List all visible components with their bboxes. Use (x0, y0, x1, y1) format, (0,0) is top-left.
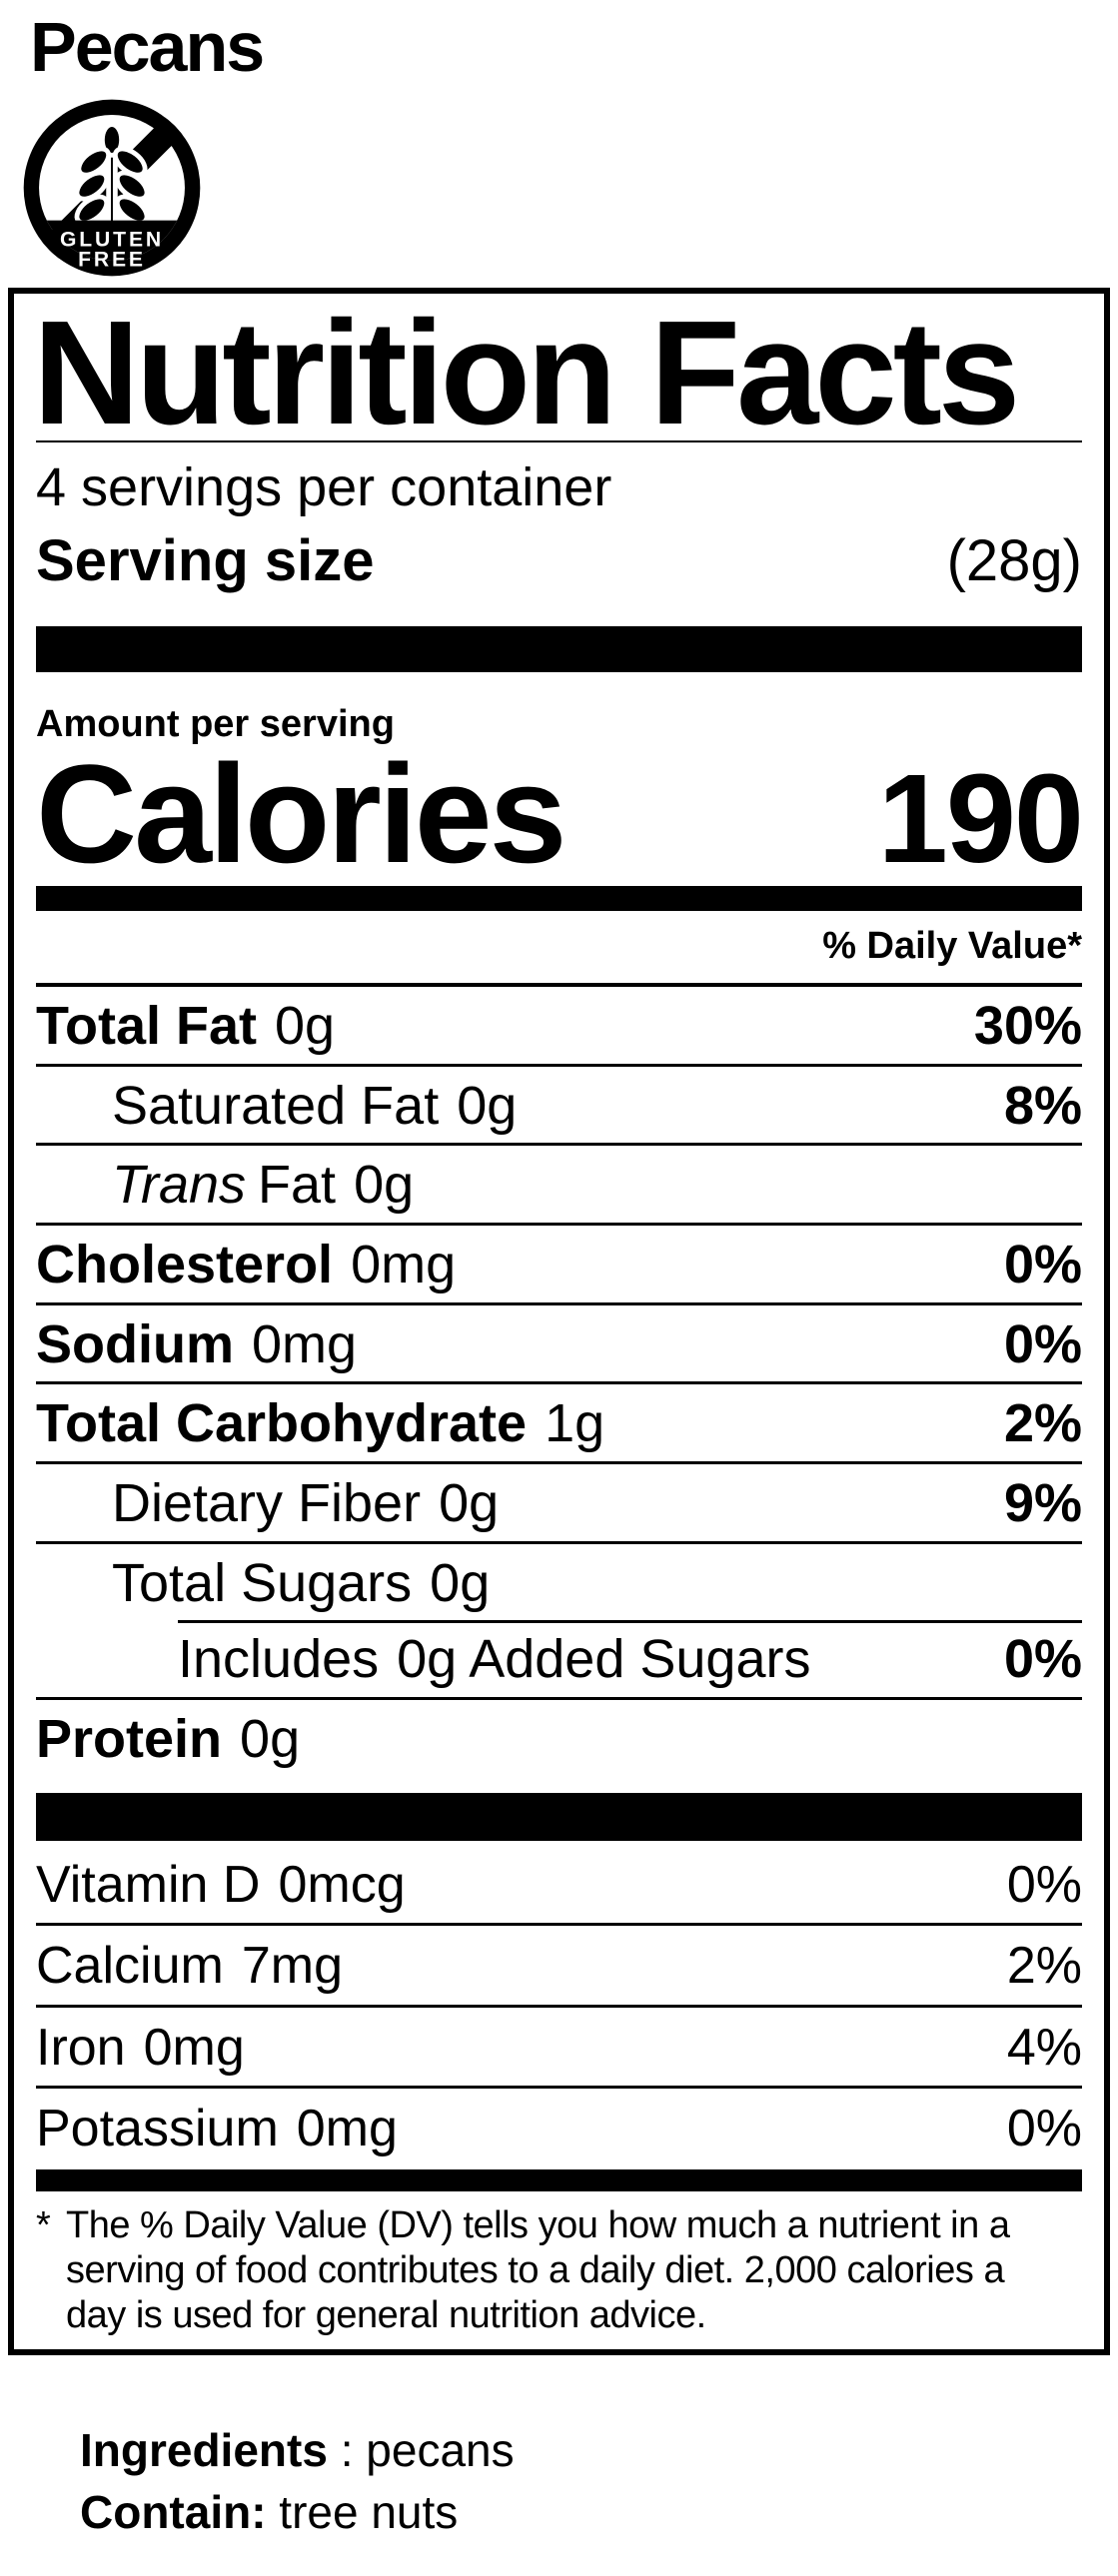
nutrient-row-total-sugars: Total Sugars 0g (36, 1544, 1082, 1621)
divider-thick (36, 626, 1082, 673)
nutrient-name: Total Carbohydrate (36, 1393, 528, 1454)
nutrient-dv: 2% (1006, 1937, 1082, 1996)
nutrient-amount: 0mg (252, 1313, 358, 1374)
contains-value: tree nuts (279, 2486, 459, 2539)
nutrient-dv: 0% (1003, 1234, 1082, 1294)
nutrition-facts-title: Nutrition Facts (33, 298, 1020, 431)
nutrient-amount: 0g (354, 1155, 415, 1216)
nutrient-dv: 4% (1006, 2018, 1082, 2077)
micronutrient-row-potassium: Potassium 0mg 0% (36, 2089, 1082, 2167)
nutrient-name-italic: Trans (112, 1155, 247, 1216)
contains-line: Contain: tree nuts (80, 2481, 1118, 2543)
nutrient-dv: 0% (1006, 2100, 1082, 2158)
nutrient-name: Potassium (36, 2100, 279, 2158)
ingredients-separator: : (327, 2424, 367, 2476)
footnote-text: The % Daily Value (DV) tells you how muc… (66, 2204, 1010, 2336)
nutrient-dv: 0% (1003, 1313, 1082, 1374)
ingredients-block: Ingredients : pecans Contain: tree nuts (80, 2419, 1118, 2543)
micronutrient-row-vitamin-d: Vitamin D 0mcg 0% (36, 1845, 1082, 1927)
nutrient-name: Total Fat (36, 995, 257, 1056)
nutrient-rows: Total Fat 0g 30% Saturated Fat 0g 8% Tra… (36, 982, 1082, 1777)
calories-value: 190 (877, 748, 1084, 890)
nutrient-amount: 0g Added Sugars (397, 1629, 811, 1690)
nutrient-dv: 8% (1003, 1075, 1082, 1136)
divider-medium (36, 2169, 1082, 2192)
nutrient-amount: 0g (240, 1709, 301, 1769)
nutrient-name: Vitamin D (36, 1855, 261, 1914)
divider-thin (36, 440, 1082, 443)
nutrient-row-dietary-fiber: Dietary Fiber 0g 9% (36, 1464, 1082, 1544)
gluten-free-text-line1: GLUTEN (60, 229, 164, 252)
nutrient-name: Calcium (36, 1937, 224, 1996)
nutrient-amount: 0mg (296, 2100, 398, 2158)
micronutrient-row-iron: Iron 0mg 4% (36, 2008, 1082, 2090)
nutrient-amount: 0g (439, 1472, 500, 1533)
product-title: Pecans (30, 8, 265, 86)
daily-value-header: % Daily Value* (822, 925, 1082, 968)
amount-per-serving-label: Amount per serving (36, 703, 395, 746)
nutrient-dv: 0% (1006, 1855, 1082, 1914)
divider-thick (36, 1792, 1082, 1841)
nutrient-amount: 0g (457, 1075, 518, 1136)
gluten-free-icon: GLUTEN FREE (23, 99, 201, 277)
serving-size-value: (28g) (946, 527, 1082, 593)
nutrient-amount: 0mcg (278, 1855, 406, 1914)
ingredients-line: Ingredients : pecans (80, 2419, 1118, 2481)
nutrient-amount: 0g (274, 995, 336, 1056)
nutrient-row-saturated-fat: Saturated Fat 0g 8% (36, 1067, 1082, 1147)
nutrient-dv: 9% (1003, 1472, 1082, 1533)
micronutrient-rows: Vitamin D 0mcg 0% Calcium 7mg 2% Iron 0m… (36, 1845, 1082, 2167)
nutrient-name: Saturated Fat (112, 1075, 440, 1136)
nutrient-name: Cholesterol (36, 1234, 334, 1294)
nutrient-name: Total Sugars (112, 1552, 413, 1613)
nutrient-row-total-carbohydrate: Total Carbohydrate 1g 2% (36, 1384, 1082, 1464)
gluten-free-text-line2: FREE (78, 249, 146, 272)
servings-per-container: 4 servings per container (36, 457, 612, 518)
ingredients-label: Ingredients (80, 2424, 328, 2476)
nutrient-name: Includes (178, 1629, 380, 1690)
nutrient-row-sodium: Sodium 0mg 0% (36, 1305, 1082, 1385)
nutrient-amount: 0mg (143, 2018, 245, 2077)
nutrient-row-trans-fat: Trans Fat 0g (36, 1146, 1082, 1226)
footnote-asterisk: * (36, 2204, 51, 2247)
nutrient-name: Fat (258, 1155, 337, 1216)
calories-label: Calories (36, 735, 566, 893)
contains-label: Contain: (80, 2486, 267, 2539)
nutrient-name: Iron (36, 2018, 126, 2077)
nutrient-amount: 7mg (241, 1937, 343, 1996)
nutrient-amount: 0mg (351, 1234, 457, 1294)
micronutrient-row-calcium: Calcium 7mg 2% (36, 1926, 1082, 2008)
nutrient-name: Protein (36, 1709, 223, 1769)
nutrition-label-page: Pecans GLUTEN FREE Nutr (0, 12, 1118, 2576)
ingredients-value: pecans (366, 2424, 515, 2476)
nutrient-name: Sodium (36, 1313, 234, 1374)
nutrient-dv: 2% (1003, 1393, 1082, 1454)
divider-medium (36, 886, 1082, 912)
daily-value-footnote: * The % Daily Value (DV) tells you how m… (36, 2203, 1082, 2337)
nutrient-dv: 30% (973, 995, 1082, 1056)
nutrient-name: Dietary Fiber (112, 1472, 422, 1533)
calories-row: Calories 190 (36, 735, 1084, 893)
serving-size-row: Serving size (28g) (36, 527, 1082, 593)
nutrient-row-protein: Protein 0g (36, 1700, 1082, 1777)
nutrient-row-total-fat: Total Fat 0g 30% (36, 987, 1082, 1067)
nutrient-dv: 0% (1003, 1629, 1082, 1690)
nutrient-amount: 1g (545, 1393, 605, 1454)
serving-size-label: Serving size (36, 527, 375, 593)
nutrient-row-added-sugars: Includes 0g Added Sugars 0% (36, 1620, 1082, 1700)
nutrition-facts-panel: Nutrition Facts 4 servings per container… (8, 288, 1110, 2355)
nutrient-amount: 0g (430, 1552, 491, 1613)
wheat-icon (74, 122, 150, 227)
nutrient-row-cholesterol: Cholesterol 0mg 0% (36, 1226, 1082, 1305)
